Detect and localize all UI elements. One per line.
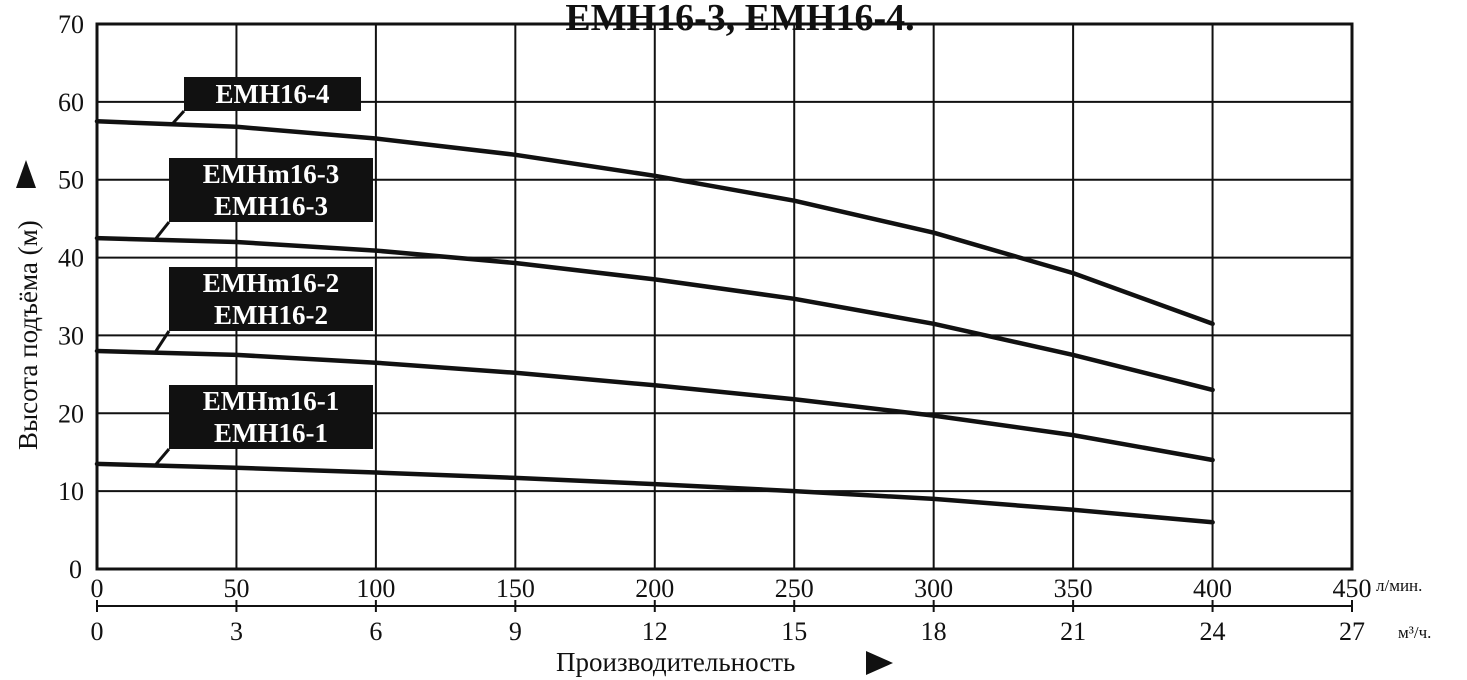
x-unit-secondary: м³/ч. xyxy=(1398,623,1431,642)
series-label-box xyxy=(184,77,361,111)
x-unit-primary: л/мин. xyxy=(1376,576,1422,595)
label-leader-line xyxy=(153,330,171,354)
y-tick-label: 50 xyxy=(58,166,84,195)
x-axis-title: Производительность xyxy=(556,647,893,677)
x-tick-label-secondary: 3 xyxy=(230,617,243,646)
x-tick-label-primary: 100 xyxy=(356,574,395,603)
x-tick-label-primary: 300 xyxy=(914,574,953,603)
x-tick-label-secondary: 27 xyxy=(1339,617,1365,646)
series-line xyxy=(94,348,1215,463)
label-leader-line xyxy=(153,448,171,467)
x-tick-label-secondary: 9 xyxy=(509,617,522,646)
series-label-text: EMHm16-2 xyxy=(203,268,339,298)
y-tick-label: 70 xyxy=(58,10,84,39)
x-tick-label-secondary: 0 xyxy=(91,617,104,646)
x-axis-label: Производительность xyxy=(556,647,795,677)
x-tick-label-primary: 250 xyxy=(775,574,814,603)
x-tick-label-primary: 450 xyxy=(1333,574,1372,603)
y-tick-label: 10 xyxy=(58,477,84,506)
series-line xyxy=(94,235,1215,393)
x-tick-label-primary: 50 xyxy=(223,574,249,603)
series-line xyxy=(94,461,1215,525)
plot-frame xyxy=(95,22,1354,571)
label-leader-line xyxy=(153,221,171,241)
x-tick-label-primary: 400 xyxy=(1193,574,1232,603)
x-tick-label-secondary: 21 xyxy=(1060,617,1086,646)
series-label-text: EMH16-3 xyxy=(214,191,328,221)
series-label-box xyxy=(169,385,373,449)
series-line xyxy=(94,119,1215,327)
series-label-text: EMHm16-3 xyxy=(203,159,339,189)
y-tick-label: 0 xyxy=(69,555,82,584)
y-tick-label: 30 xyxy=(58,321,84,350)
chart-title: EMH16-3, EMH16-4. xyxy=(565,0,914,39)
x-tick-label-secondary: 24 xyxy=(1200,617,1226,646)
x-tick-label-secondary: 18 xyxy=(921,617,947,646)
label-leader-line xyxy=(170,109,186,126)
x-tick-label-primary: 200 xyxy=(635,574,674,603)
y-tick-labels: 0 10 20 30 40 50 60 70 xyxy=(58,10,84,584)
curves xyxy=(94,119,1215,525)
x-tick-label-secondary: 12 xyxy=(642,617,668,646)
x-tick-label-secondary: 15 xyxy=(781,617,807,646)
x-tick-labels: 0 50 100 150 200 250 300 350 400 450 0 3 6 9 12 15 18 21 2… xyxy=(91,574,1372,646)
series-label-box xyxy=(169,267,373,331)
x-tick-label-secondary: 6 xyxy=(369,617,382,646)
y-tick-label: 20 xyxy=(58,399,84,428)
y-axis-arrow-icon xyxy=(16,160,36,188)
x-tick-label-primary: 150 xyxy=(496,574,535,603)
x-axis-arrow-icon xyxy=(866,651,893,675)
series-label-box xyxy=(169,158,373,222)
series-label-text: EMHm16-1 xyxy=(203,386,339,416)
x-tick-label-primary: 0 xyxy=(91,574,104,603)
y-axis-label: Высота подъёма (м) xyxy=(13,220,43,450)
series-label-text: EMH16-4 xyxy=(216,79,330,109)
x-tick-label-primary: 350 xyxy=(1054,574,1093,603)
series-label-text: EMH16-2 xyxy=(214,300,328,330)
y-tick-label: 60 xyxy=(58,88,84,117)
y-axis-title: Высота подъёма (м) xyxy=(13,160,43,450)
series-label-text: EMH16-1 xyxy=(214,418,328,448)
y-tick-label: 40 xyxy=(58,244,84,273)
